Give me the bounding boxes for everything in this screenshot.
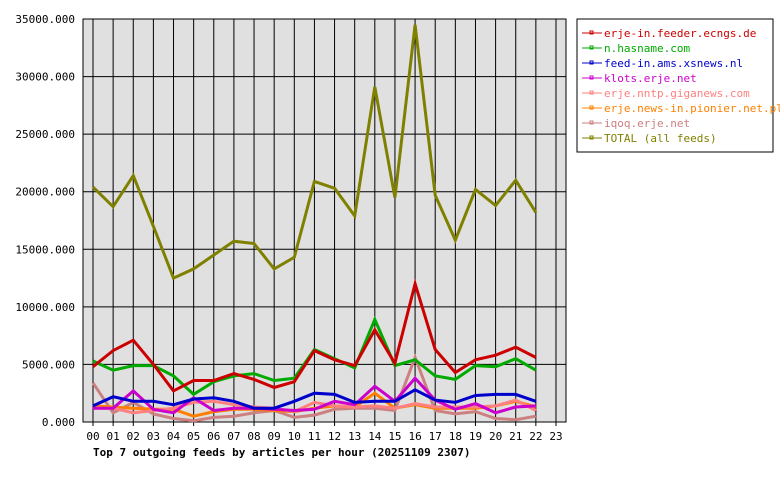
x-tick-label: 00 xyxy=(86,430,99,443)
y-tick-label: 10000.000 xyxy=(15,301,75,314)
series-line-0 xyxy=(92,278,537,393)
x-tick-label: 06 xyxy=(207,430,220,443)
x-tick-label: 17 xyxy=(429,430,442,443)
x-axis: 00 01 02 03 04 05 06 07 08 09 10 11 12 13 14 15 16 17 18 19… xyxy=(86,430,562,443)
y-tick-label: 0.000 xyxy=(42,416,75,429)
x-tick-label: 01 xyxy=(107,430,120,443)
x-tick-label: 13 xyxy=(348,430,361,443)
legend-marker xyxy=(589,120,594,125)
legend-label: TOTAL (all feeds) xyxy=(604,132,717,145)
x-tick-label: 16 xyxy=(408,430,421,443)
x-tick-label: 12 xyxy=(328,430,341,443)
legend-marker xyxy=(589,45,594,50)
x-tick-label: 03 xyxy=(147,430,160,443)
legend-marker xyxy=(589,90,594,95)
x-tick-label: 02 xyxy=(127,430,140,443)
x-tick-label: 04 xyxy=(167,430,181,443)
legend-marker xyxy=(589,105,594,110)
y-axis: 0.000 5000.000 10000.000 15000.000 20000.000… xyxy=(15,13,75,429)
legend-label: feed-in.ams.xsnews.nl xyxy=(604,57,743,70)
y-tick-label: 5000.000 xyxy=(22,358,75,371)
x-tick-label: 20 xyxy=(489,430,502,443)
legend-label: klots.erje.net xyxy=(604,72,697,85)
legend-marker xyxy=(589,60,594,65)
legend-marker xyxy=(589,30,594,35)
y-tick-label: 20000.000 xyxy=(15,186,75,199)
x-tick-label: 09 xyxy=(268,430,281,443)
y-tick-label: 25000.000 xyxy=(15,128,75,141)
legend-box xyxy=(576,18,774,153)
y-tick-label: 35000.000 xyxy=(15,13,75,26)
x-tick-label: 07 xyxy=(227,430,240,443)
y-tick-label: 30000.000 xyxy=(15,71,75,84)
series-line-7 xyxy=(91,24,538,281)
plot-area xyxy=(82,18,567,423)
series-line-2 xyxy=(92,388,537,410)
y-tick-label: 15000.000 xyxy=(15,243,75,256)
x-tick-label: 11 xyxy=(308,430,321,443)
legend-label: erje.news-in.pionier.net.pl xyxy=(604,102,780,115)
legend-label: iqoq.erje.net xyxy=(604,117,690,130)
x-tick-label: 18 xyxy=(449,430,462,443)
series-line-3 xyxy=(93,375,536,415)
series-line-6 xyxy=(91,353,537,423)
series-lines xyxy=(91,24,538,423)
legend-label: n.hasname.com xyxy=(604,42,690,55)
x-tick-label: 15 xyxy=(388,430,401,443)
x-tick-label: 23 xyxy=(549,430,562,443)
x-tick-label: 10 xyxy=(288,430,301,443)
x-tick-label: 22 xyxy=(529,430,542,443)
legend-marker xyxy=(589,135,594,140)
x-tick-label: 19 xyxy=(469,430,482,443)
x-tick-label: 14 xyxy=(368,430,382,443)
x-tick-label: 21 xyxy=(509,430,522,443)
x-tick-label: 05 xyxy=(187,430,200,443)
legend-marker xyxy=(589,75,594,80)
legend-label: erje-in.feeder.ecngs.de xyxy=(604,27,756,40)
legend-label: erje.nntp.giganews.com xyxy=(604,87,750,100)
legend: erje-in.feeder.ecngs.de n.hasname.com feed… xyxy=(576,18,780,153)
grid xyxy=(83,18,566,426)
x-tick-label: 08 xyxy=(247,430,260,443)
chart-title: Top 7 outgoing feeds by articles per hou… xyxy=(93,446,471,459)
